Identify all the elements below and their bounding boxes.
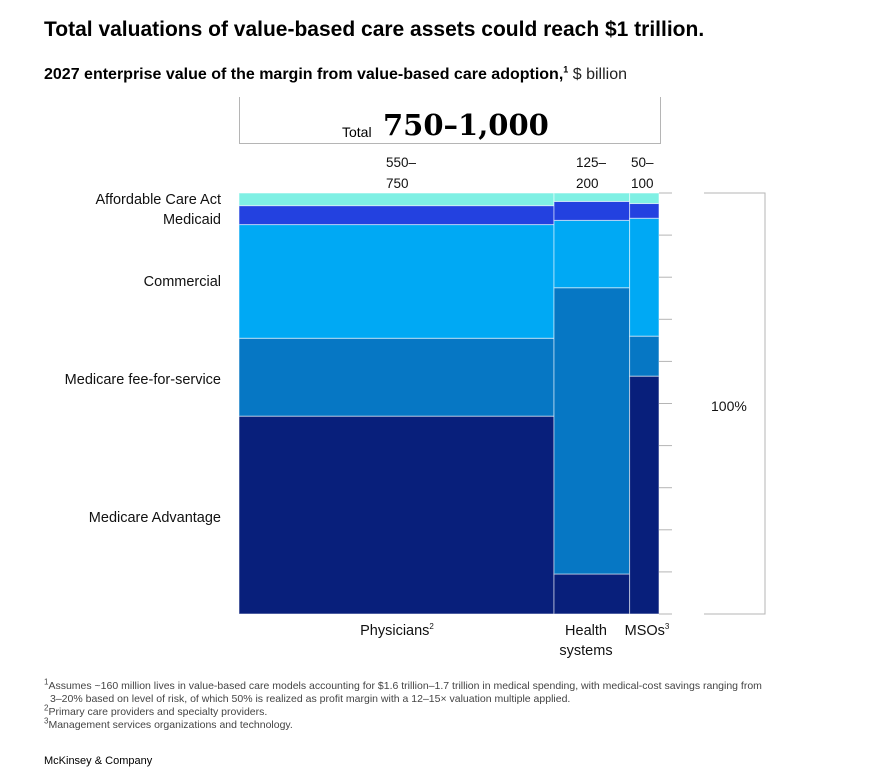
col-label-health-systems-line2: systems bbox=[559, 643, 613, 659]
footnote-3-ref: 3 bbox=[44, 716, 49, 726]
col-label-physicians-text: Physicians bbox=[360, 623, 430, 639]
total-label: Total bbox=[342, 124, 372, 140]
subtitle-unit: $ billion bbox=[572, 66, 628, 83]
segment-msos-medicare-fee-for-service bbox=[629, 335, 660, 377]
footnote-1-line1: Assumes ~160 million lives in value-base… bbox=[48, 680, 762, 692]
range-health-systems-line2: 200 bbox=[576, 176, 599, 191]
col-label-msos-text: MSOs bbox=[624, 623, 665, 639]
segment-physicians-affordable-care-act bbox=[238, 192, 555, 207]
total-bracket bbox=[239, 97, 661, 144]
col-label-physicians-ref: 2 bbox=[429, 622, 434, 632]
source-label: McKinsey & Company bbox=[44, 755, 153, 767]
segment-health-systems-medicare-advantage bbox=[553, 573, 631, 615]
footnote-2-text: Primary care providers and specialty pro… bbox=[48, 706, 268, 718]
footnote-1-line2: 3–20% based on level of risk, of which 5… bbox=[50, 693, 571, 705]
row-label-medicare-advantage: Medicare Advantage bbox=[88, 510, 221, 526]
segment-health-systems-medicaid bbox=[553, 200, 631, 221]
col-label-health-systems-line1: Health bbox=[565, 623, 607, 639]
col-label-msos-ref: 3 bbox=[664, 622, 670, 632]
segment-health-systems-commercial bbox=[553, 219, 631, 289]
col-label-msos: MSOs3 bbox=[620, 621, 674, 641]
chart-subtitle: 2027 enterprise value of the margin from… bbox=[44, 64, 628, 84]
segment-physicians-medicare-advantage bbox=[238, 415, 555, 615]
segment-msos-medicaid bbox=[629, 203, 660, 219]
row-label-medicare-ffs: Medicare fee-for-service bbox=[64, 372, 221, 388]
segment-health-systems-medicare-fee-for-service bbox=[553, 287, 631, 575]
segment-health-systems-affordable-care-act bbox=[553, 192, 631, 202]
range-msos: 50– 100 bbox=[631, 152, 654, 194]
row-label-aca: Affordable Care Act bbox=[95, 192, 221, 208]
subtitle-footnote-ref: 1 bbox=[563, 64, 569, 75]
footnote-1: 1Assumes ~160 million lives in value-bas… bbox=[44, 677, 824, 706]
range-msos-line1: 50– bbox=[631, 155, 654, 170]
subtitle-main: 2027 enterprise value of the margin from… bbox=[44, 66, 564, 83]
footnote-2-ref: 2 bbox=[44, 703, 49, 713]
segment-physicians-commercial bbox=[238, 224, 555, 339]
range-health-systems: 125– 200 bbox=[576, 152, 606, 194]
range-physicians: 550– 750 bbox=[386, 152, 416, 194]
row-label-medicaid: Medicaid bbox=[162, 212, 221, 228]
footnote-3-text: Management services organizations and te… bbox=[48, 719, 293, 731]
total-value: 750–1,000 bbox=[383, 108, 549, 142]
scale-label-100: 100% bbox=[711, 398, 747, 414]
segment-msos-commercial bbox=[629, 217, 660, 337]
col-label-physicians: Physicians2 bbox=[345, 621, 449, 641]
segment-physicians-medicare-fee-for-service bbox=[238, 337, 555, 417]
col-label-health-systems: Health systems bbox=[548, 621, 624, 661]
scale-bracket bbox=[704, 192, 766, 615]
row-label-commercial: Commercial bbox=[143, 274, 221, 290]
segment-msos-medicare-advantage bbox=[629, 375, 660, 615]
range-physicians-line2: 750 bbox=[386, 176, 409, 191]
footnote-2: 2Primary care providers and specialty pr… bbox=[44, 703, 824, 719]
range-physicians-line1: 550– bbox=[386, 155, 417, 170]
footnote-1-ref: 1 bbox=[44, 677, 49, 687]
segment-msos-affordable-care-act bbox=[629, 192, 660, 205]
range-health-systems-line1: 125– bbox=[576, 155, 607, 170]
segment-physicians-medicaid bbox=[238, 205, 555, 226]
chart-title: Total valuations of value-based care ass… bbox=[44, 18, 705, 41]
range-msos-line2: 100 bbox=[631, 176, 654, 191]
footnote-3: 3Management services organizations and t… bbox=[44, 716, 824, 732]
